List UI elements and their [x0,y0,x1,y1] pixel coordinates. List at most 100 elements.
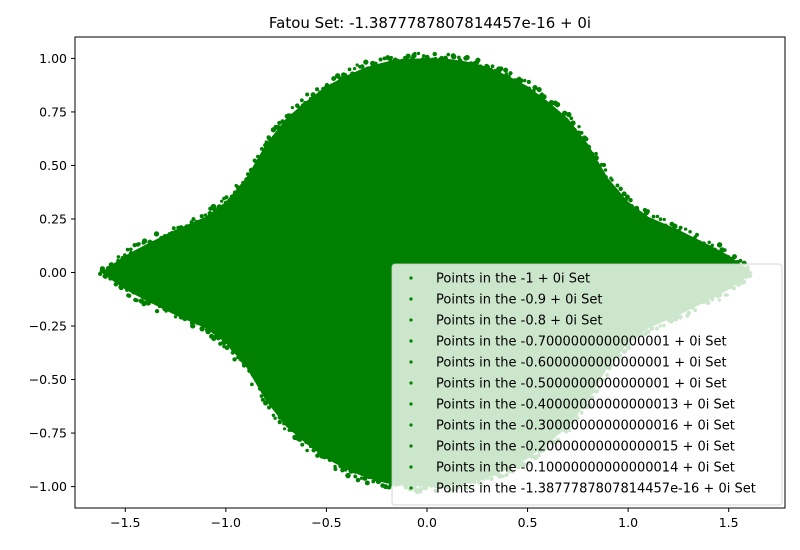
fringe-point [624,194,630,200]
fringe-point [439,55,445,61]
fringe-point [108,276,113,281]
fringe-point [205,328,211,335]
legend: Points in the -1 + 0i Set Points in the -… [391,263,783,506]
fringe-point [562,110,568,116]
fringe-point [297,105,301,110]
fringe-point [99,266,106,272]
fringe-point [230,346,235,351]
fringe-point [259,394,264,398]
fringe-point [131,289,136,295]
legend-entry-label: Points in the -0.20000000000000015 + 0i … [436,440,735,455]
fringe-point [216,204,222,210]
fringe-point [178,225,184,230]
legend-marker [409,465,413,469]
y-tick-label: −0.75 [29,426,67,441]
x-tick-label: 1.5 [719,515,739,530]
fringe-point [485,64,491,70]
fringe-point [526,86,532,91]
fringe-point [247,368,252,374]
legend-entry-label: Points in the -0.40000000000000013 + 0i … [436,398,735,413]
fringe-point [154,308,160,314]
fringe-point [477,64,483,70]
fringe-point [570,120,576,126]
fringe-point [710,243,715,247]
fringe-point [236,355,240,360]
fringe-point [305,92,310,97]
fringe-point [696,240,702,246]
fringe-point [544,101,549,105]
legend-entry-label: Points in the -0.7000000000000001 + 0i S… [436,335,727,350]
fringe-point [141,240,146,245]
fringe-point [333,467,338,472]
fringe-point [523,78,527,83]
fringe-point [282,427,287,431]
fringe-point [348,468,354,474]
y-tick-label: −0.50 [29,372,67,387]
fringe-point [277,419,282,425]
fringe-point [248,167,255,173]
fringe-point [651,214,656,219]
fringe-point [113,278,117,282]
fringe-point [318,90,322,95]
fringe-point [353,474,358,479]
fringe-point [108,262,115,268]
fringe-point [663,223,668,228]
fringe-point [116,258,120,263]
fringe-point [628,203,634,210]
fringe-point [238,356,244,362]
fringe-point [345,472,351,479]
fringe-point [317,450,322,455]
fringe-point [589,151,595,156]
fringe-point [184,224,189,229]
fringe-point [340,468,345,473]
fringe-point [135,298,139,303]
fringe-point [506,74,511,79]
fringe-point [707,240,711,245]
fringe-point [300,442,305,447]
fringe-point [164,309,168,313]
fringe-point [377,476,384,482]
fringe-point [171,226,176,231]
fringe-point [643,210,649,216]
fringe-point [203,213,208,217]
legend-marker [409,297,413,301]
fringe-point [603,168,608,172]
fringe-point [352,468,358,474]
fringe-point [621,191,627,197]
legend-marker [409,381,413,385]
fringe-point [216,336,221,341]
fringe-point [684,227,688,231]
fringe-point [191,217,196,222]
fringe-point [249,382,254,387]
fringe-point [267,137,272,142]
fringe-point [688,230,692,234]
fringe-point [195,321,200,325]
legend-entry-label: Points in the -0.10000000000000014 + 0i … [436,461,735,476]
legend-marker [409,339,413,343]
fringe-point [594,151,598,156]
fringe-point [277,120,282,126]
fringe-point [614,189,619,194]
legend-entry-label: Points in the -0.6000000000000001 + 0i S… [436,356,727,371]
fringe-point [677,228,681,233]
fringe-point [701,241,706,246]
legend-marker [409,444,413,448]
fringe-point [433,56,438,61]
fringe-point [446,52,451,57]
fringe-point [638,211,643,216]
fringe-point [256,154,260,159]
fringe-point [395,58,401,64]
fringe-point [508,71,513,76]
fringe-point [271,413,276,417]
fringe-point [421,54,426,58]
fringe-point [199,214,204,219]
legend-entry-label: Points in the -1 + 0i Set [436,272,590,287]
fringe-point [150,300,155,304]
legend-marker [409,276,413,280]
fringe-point [171,309,175,314]
fringe-point [173,315,178,319]
fringe-point [541,94,547,100]
fringe-point [355,477,361,483]
fringe-point [157,304,162,309]
fringe-point [584,136,589,142]
